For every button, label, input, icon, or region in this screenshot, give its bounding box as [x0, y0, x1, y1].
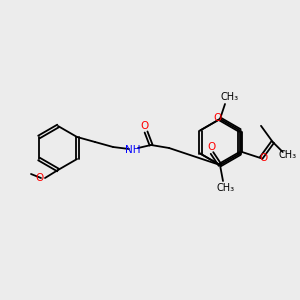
Text: O: O [214, 113, 222, 123]
Text: CH₃: CH₃ [217, 183, 235, 193]
Text: NH: NH [125, 145, 141, 155]
Text: O: O [140, 121, 148, 131]
Text: O: O [259, 153, 267, 163]
Text: CH₃: CH₃ [279, 150, 297, 160]
Text: CH₃: CH₃ [221, 92, 239, 102]
Text: O: O [207, 142, 215, 152]
Text: O: O [36, 173, 44, 183]
